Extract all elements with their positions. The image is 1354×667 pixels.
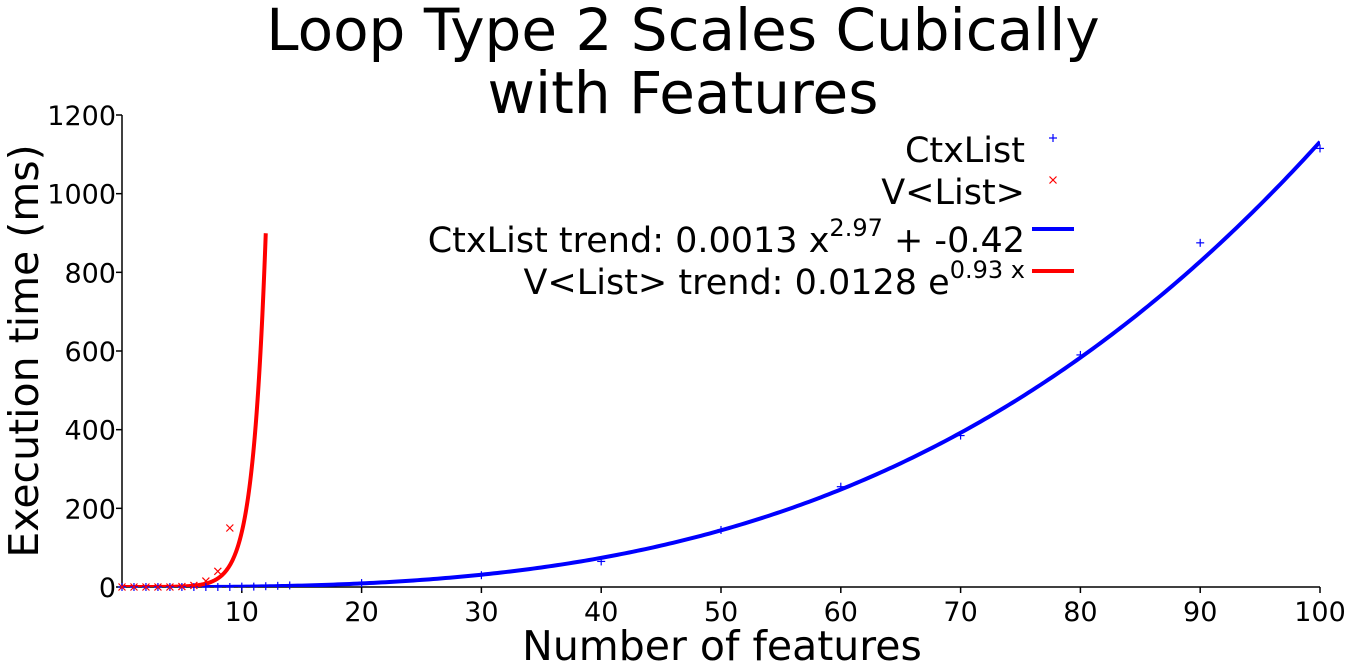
marker-1-8 <box>213 567 222 576</box>
x-tick-label-60: 60 <box>824 597 858 628</box>
x-tick-label-100: 100 <box>1294 597 1346 628</box>
x-tick-label-20: 20 <box>344 597 378 628</box>
marker-1-7 <box>201 577 210 586</box>
y-tick-label-1000: 1000 <box>47 180 116 211</box>
x-ticks: 10 20 30 40 50 60 70 80 90 100 <box>225 587 1346 628</box>
marker-d2 <box>154 583 162 591</box>
marker-1-2 <box>142 583 150 591</box>
marker-0-16 <box>477 571 486 580</box>
marker-0-8 <box>213 583 222 591</box>
marker-d2 <box>118 583 126 591</box>
marker-0-21 <box>1076 350 1085 359</box>
x-tick-label-30: 30 <box>464 597 498 628</box>
marker-1-3 <box>154 583 162 591</box>
trend-line-0 <box>122 140 1320 587</box>
marker-0-6 <box>189 583 198 591</box>
y-tick-label-200: 200 <box>64 494 116 525</box>
legend-marker-d2 <box>1049 176 1057 184</box>
x-tick-label-50: 50 <box>704 597 738 628</box>
axes <box>121 115 1320 588</box>
marker-d2 <box>142 583 150 591</box>
marker-d2 <box>189 581 198 590</box>
plot-area <box>118 140 1324 591</box>
marker-d2 <box>213 567 222 576</box>
y-tick-label-400: 400 <box>64 416 116 447</box>
legend-label-2: CtxList trend: 0.0013 x2.97 + -0.42 <box>428 214 1025 261</box>
marker-0-14 <box>285 581 294 590</box>
chart-title-line-1: Loop Type 2 Scales Cubically <box>266 0 1099 64</box>
marker-0-10 <box>237 582 246 591</box>
legend-label-1: V<List> <box>881 173 1025 213</box>
chart-title: Loop Type 2 Scales Cubically with Featur… <box>266 0 1099 127</box>
marker-0-18 <box>717 525 725 534</box>
x-tick-label-40: 40 <box>584 597 618 628</box>
y-tick-label-600: 600 <box>64 337 116 368</box>
marker-1-4 <box>165 583 174 591</box>
legend-label-0: CtxList <box>905 131 1025 171</box>
y-tick-label-0: 0 <box>99 573 116 604</box>
legend-prefix: CtxList trend: 0.0013 x <box>428 221 830 261</box>
marker-0-12 <box>261 582 270 591</box>
marker-1-1 <box>130 583 138 591</box>
marker-0-22 <box>1196 238 1205 247</box>
y-ticks: 0 200 400 600 800 1000 1200 <box>47 101 122 604</box>
marker-d2 <box>225 524 234 532</box>
marker-1-5 <box>177 582 186 591</box>
marker-1-6 <box>189 581 198 590</box>
x-tick-label-70: 70 <box>943 597 977 628</box>
marker-0-19 <box>836 482 845 491</box>
marker-d2 <box>130 583 138 591</box>
legend-suffix: + -0.42 <box>883 221 1025 261</box>
marker-d2 <box>177 582 186 591</box>
marker-1-9 <box>225 524 234 532</box>
y-tick-label-800: 800 <box>64 258 116 289</box>
marker-0-13 <box>273 581 282 590</box>
y-tick-label-1200: 1200 <box>47 101 116 132</box>
marker-0-15 <box>357 579 366 588</box>
x-axis-label: Number of features <box>522 622 922 667</box>
legend-exponent: 2.97 <box>829 214 882 242</box>
marker-0-20 <box>956 431 965 440</box>
legend-exponent: 0.93 x <box>950 256 1025 284</box>
marker-d2 <box>201 577 210 586</box>
marker-1-0 <box>118 583 126 591</box>
x-tick-label-80: 80 <box>1063 597 1097 628</box>
trend-line-1 <box>122 233 268 587</box>
marker-0-7 <box>201 583 210 591</box>
marker-0-9 <box>225 583 234 591</box>
x-tick-label-90: 90 <box>1183 597 1217 628</box>
marker-0-11 <box>249 582 258 591</box>
marker-d2 <box>165 583 174 591</box>
marker-0-23 <box>1316 144 1324 153</box>
chart-title-line-2: with Features <box>488 59 879 127</box>
legend-label-3: V<List> trend: 0.0128 e0.93 x <box>523 256 1025 303</box>
legend-prefix: V<List> trend: 0.0128 e <box>523 263 949 303</box>
x-tick-label-10: 10 <box>225 597 259 628</box>
y-axis-label: Execution time (ms) <box>0 144 48 557</box>
marker-0-17 <box>597 557 606 566</box>
